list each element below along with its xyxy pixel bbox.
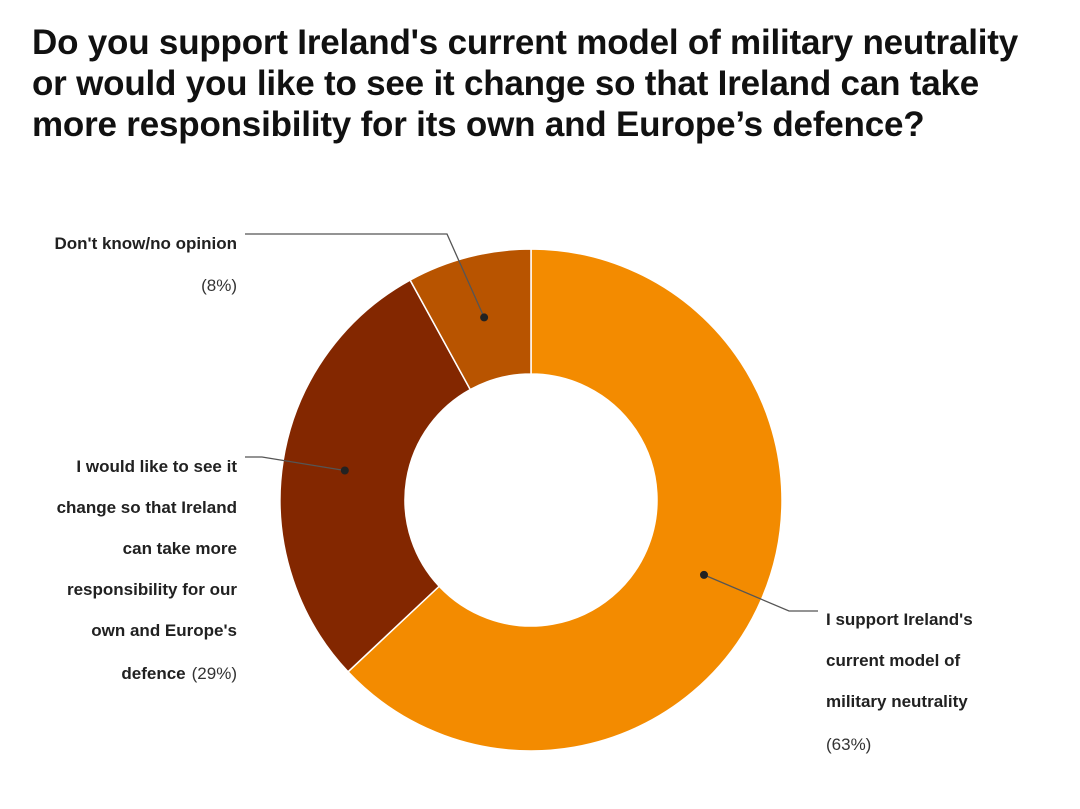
- leader-line-change-for-defence: [245, 456, 345, 472]
- chart-title: Do you support Ireland's current model o…: [32, 23, 1019, 144]
- leader-line-dont-know: [245, 233, 485, 318]
- slice-label-change-line: defence: [121, 664, 185, 683]
- slice-label-change-line: can take more: [123, 539, 237, 558]
- slice-label-support-pct: (63%): [826, 735, 871, 754]
- slice-label-support-line: I support Ireland's: [826, 610, 973, 629]
- slice-label-dont-know-line: Don't know/no opinion: [54, 234, 237, 253]
- leader-lines: [245, 233, 818, 612]
- slice-label-change-line: responsibility for our: [67, 580, 237, 599]
- slice-label-change-line: change so that Ireland: [57, 498, 237, 517]
- donut-slice-dont-know: [409, 248, 532, 391]
- slice-label-change-line: I would like to see it: [76, 457, 237, 476]
- slice-label-change: I would like to see it change so that Ir…: [57, 457, 238, 683]
- slice-label-dont-know: Don't know/no opinion (8%): [54, 234, 237, 295]
- slice-label-dont-know-pct: (8%): [201, 276, 237, 295]
- slice-label-change-last-line: defence (29%): [121, 664, 237, 683]
- slice-label-support-line: military neutrality: [826, 692, 968, 711]
- leader-line-support-neutrality: [703, 574, 818, 612]
- leader-dot-change-for-defence: [340, 466, 349, 475]
- leader-dot-support-neutrality: [699, 570, 708, 579]
- slice-label-support: I support Ireland's current model of mil…: [826, 610, 973, 754]
- slice-label-support-line: current model of: [826, 651, 960, 670]
- donut-slices: [279, 248, 783, 752]
- donut-slice-support-neutrality: [346, 248, 783, 752]
- slice-label-change-pct: (29%): [192, 664, 237, 683]
- slice-label-change-line: own and Europe's: [91, 621, 237, 640]
- donut-slice-change-for-defence: [279, 279, 472, 673]
- leader-dot-dont-know: [480, 313, 489, 322]
